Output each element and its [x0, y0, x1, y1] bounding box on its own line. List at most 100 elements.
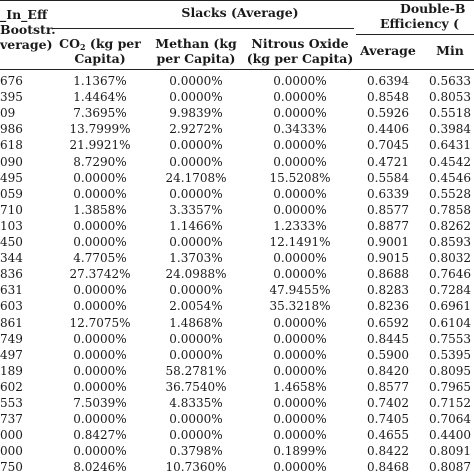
min-cell: 0.7553 — [429, 331, 471, 346]
methan-cell: 0.0000% — [169, 235, 223, 249]
header-col0-line2: Bootstr. — [0, 22, 56, 37]
min-cell: 0.4542 — [429, 154, 471, 169]
min-cell: 0.6961 — [429, 299, 471, 314]
min-cell: 0.5528 — [429, 186, 471, 201]
min-cell: 0.8095 — [429, 363, 471, 378]
min-cell: 0.8593 — [429, 235, 471, 249]
co2-cell: 21.9921% — [69, 138, 131, 153]
row-label: 497 — [0, 347, 23, 362]
average-cell: 0.5926 — [367, 106, 409, 121]
row-label: 602 — [0, 379, 23, 394]
min-cell: 0.6104 — [429, 315, 471, 330]
co2-cell: 0.0000% — [73, 444, 127, 459]
row-label: 749 — [0, 331, 23, 346]
header-nitrous-line1: Nitrous Oxide — [251, 36, 349, 51]
co2-cell: 12.7075% — [69, 315, 131, 330]
methan-cell: 2.9272% — [169, 122, 223, 137]
nitrous-cell: 0.0000% — [273, 396, 327, 410]
nitrous-cell: 0.0000% — [273, 74, 327, 88]
co2-cell: 13.7999% — [69, 122, 131, 137]
row-label: 603 — [0, 299, 23, 314]
min-cell: 0.8087 — [429, 460, 471, 474]
row-label: 344 — [0, 251, 23, 266]
top-rule — [0, 0, 474, 1]
average-cell: 0.8445 — [367, 331, 409, 346]
average-cell: 0.8422 — [367, 444, 409, 459]
nitrous-cell: 0.0000% — [273, 186, 327, 201]
methan-cell: 58.2781% — [165, 363, 227, 378]
co2-cell: 27.3742% — [69, 267, 131, 282]
row-label: 861 — [0, 315, 23, 330]
average-cell: 0.4406 — [367, 122, 409, 137]
min-cell: 0.4546 — [429, 170, 471, 185]
co2-cell: 8.0246% — [73, 460, 127, 474]
methan-cell: 0.0000% — [169, 283, 223, 298]
nitrous-cell: 0.0000% — [273, 315, 327, 330]
average-cell: 0.8548 — [367, 90, 409, 105]
co2-cell: 0.8427% — [73, 428, 127, 443]
methan-cell: 1.4868% — [169, 315, 223, 330]
co2-cell: 0.0000% — [73, 218, 127, 233]
row-label: 618 — [0, 138, 23, 153]
header-min: Min — [436, 43, 464, 58]
min-cell: 0.5518 — [429, 106, 471, 121]
co2-cell: 0.0000% — [73, 412, 127, 427]
methan-cell: 9.9839% — [169, 106, 223, 121]
header-co2-prefix: CO — [59, 36, 80, 51]
methan-cell: 0.0000% — [169, 74, 223, 88]
row-label: 000 — [0, 444, 23, 459]
nitrous-cell: 0.0000% — [273, 90, 327, 105]
co2-cell: 0.0000% — [73, 331, 127, 346]
nitrous-cell: 0.0000% — [273, 251, 327, 266]
row-label: 09 — [0, 106, 16, 121]
min-cell: 0.4400 — [429, 428, 471, 443]
co2-cell: 0.0000% — [73, 363, 127, 378]
co2-cell: 0.0000% — [73, 347, 127, 362]
average-cell: 0.5900 — [367, 347, 409, 362]
methan-cell: 0.0000% — [169, 347, 223, 362]
header-double-line2: Efficiency ( — [380, 16, 460, 31]
header-co2-line2: Capita) — [74, 51, 126, 66]
min-cell: 0.8032 — [429, 251, 471, 266]
methan-cell: 0.0000% — [169, 412, 223, 427]
min-cell: 0.7965 — [429, 379, 471, 394]
average-cell: 0.8688 — [367, 267, 409, 282]
header-col0-line3: verage) — [0, 37, 53, 52]
methan-cell: 0.0000% — [169, 138, 223, 153]
nitrous-cell: 0.0000% — [273, 202, 327, 217]
co2-cell: 0.0000% — [73, 283, 127, 298]
nitrous-cell: 0.0000% — [273, 267, 327, 282]
nitrous-cell: 12.1491% — [269, 235, 331, 249]
header-col0-line1: _In_Eff — [0, 7, 48, 22]
row-label: 676 — [0, 74, 23, 88]
average-cell: 0.6394 — [367, 74, 409, 88]
header-methan-line1: Methan (kg — [155, 36, 237, 51]
co2-cell: 0.0000% — [73, 170, 127, 185]
row-label: 710 — [0, 202, 23, 217]
nitrous-cell: 0.0000% — [273, 331, 327, 346]
methan-cell: 3.3357% — [169, 202, 223, 217]
header-double-line1: Double-B — [400, 1, 466, 16]
methan-cell: 36.7540% — [165, 379, 227, 394]
nitrous-cell: 0.1899% — [273, 444, 327, 459]
methan-cell: 0.3798% — [169, 444, 223, 459]
min-cell: 0.3984 — [429, 122, 471, 137]
row-label: 553 — [0, 396, 23, 410]
row-label: 631 — [0, 283, 23, 298]
methan-cell: 4.8335% — [169, 396, 223, 410]
nitrous-cell: 1.4658% — [273, 379, 327, 394]
average-cell: 0.7045 — [367, 138, 409, 153]
methan-cell: 0.0000% — [169, 331, 223, 346]
nitrous-cell: 35.3218% — [269, 299, 331, 314]
min-cell: 0.8262 — [429, 218, 471, 233]
average-cell: 0.8577 — [367, 202, 409, 217]
header-slacks-group: Slacks (Average) — [181, 5, 299, 20]
row-label: 450 — [0, 235, 23, 249]
average-cell: 0.8468 — [367, 460, 409, 474]
nitrous-cell: 0.0000% — [273, 106, 327, 121]
methan-cell: 0.0000% — [169, 186, 223, 201]
row-label: 986 — [0, 122, 23, 137]
average-cell: 0.9001 — [367, 235, 409, 249]
min-cell: 0.5395 — [429, 347, 471, 362]
